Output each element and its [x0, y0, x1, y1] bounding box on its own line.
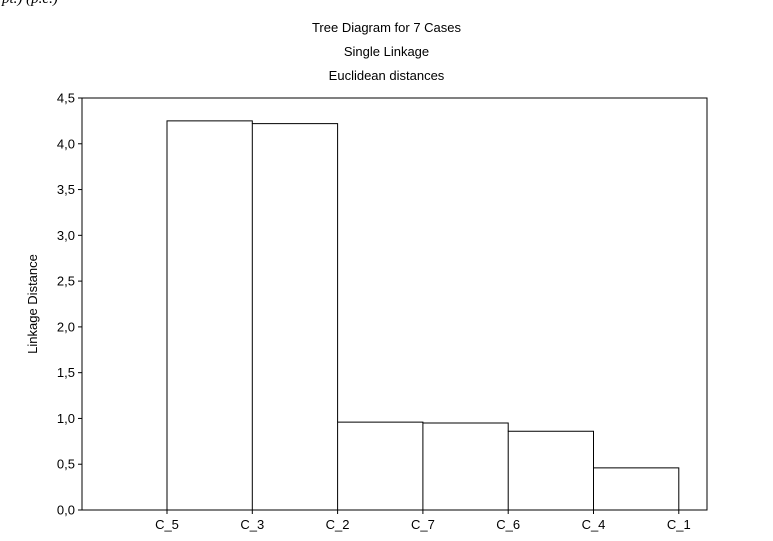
- chart-subtitle-linkage: Single Linkage: [343, 44, 430, 59]
- y-tick-label: 2,5: [57, 274, 75, 289]
- x-tick-label: C_3: [240, 517, 264, 532]
- x-tick-label: C_5: [155, 517, 179, 532]
- chart-titles: Tree Diagram for 7 Cases Single Linkage …: [0, 16, 773, 88]
- cropped-caption-fragment: pt.) (p.c.): [2, 0, 58, 8]
- x-tick-label: C_7: [411, 517, 435, 532]
- dendrogram-branch: [593, 467, 680, 510]
- chart-title: Tree Diagram for 7 Cases: [311, 20, 462, 35]
- x-tick-label: C_6: [496, 517, 520, 532]
- plot-frame: [81, 97, 708, 511]
- y-tick-label: 2,0: [57, 319, 75, 334]
- y-tick-label: 1,0: [57, 411, 75, 426]
- y-axis-title: Linkage Distance: [25, 254, 40, 354]
- y-tick-label: 4,5: [57, 91, 75, 106]
- y-tick-label: 0,5: [57, 457, 75, 472]
- x-axis-ticks: C_5 C_3 C_2 C_7 C_6 C_4 C_1: [155, 510, 691, 532]
- dendrogram-branch: [422, 422, 509, 510]
- y-tick-label: 3,0: [57, 228, 75, 243]
- y-axis-ticks: 0,0 0,5 1,0 1,5 2,0 2,5 3,0 3,5 4,0 4,5: [57, 91, 82, 518]
- y-tick-label: 0,0: [57, 503, 75, 518]
- x-tick-label: C_4: [582, 517, 606, 532]
- y-tick-label: 1,5: [57, 365, 75, 380]
- dendrogram-branch: [337, 421, 424, 510]
- chart-subtitle-distance: Euclidean distances: [328, 68, 445, 83]
- dendrogram-branch: [507, 430, 594, 510]
- y-tick-label: 4,0: [57, 136, 75, 151]
- x-tick-label: C_1: [667, 517, 691, 532]
- x-tick-label: C_2: [326, 517, 350, 532]
- dendrogram-branch: [251, 123, 339, 510]
- dendrogram-branch: [166, 120, 253, 510]
- y-tick-label: 3,5: [57, 182, 75, 197]
- dendrogram-branches: [166, 120, 680, 510]
